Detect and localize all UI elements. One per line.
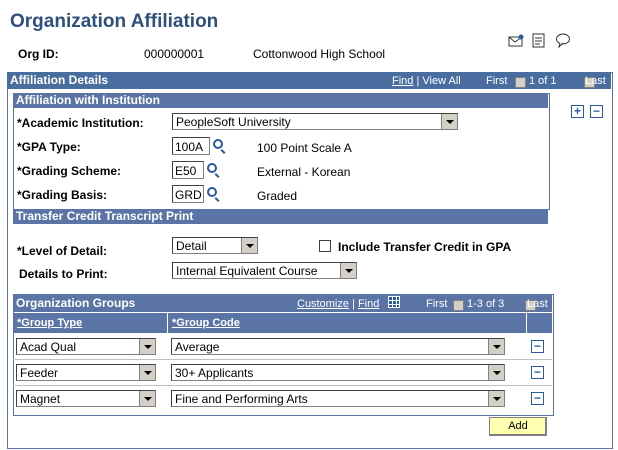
- grid-view-icon[interactable]: [388, 296, 400, 308]
- group-code-select[interactable]: Average: [171, 338, 505, 355]
- column-divider: [526, 313, 527, 333]
- level-of-detail-value: Detail: [176, 239, 207, 253]
- groups-column-header-row: [13, 313, 552, 333]
- gpa-type-input[interactable]: 100A: [172, 137, 210, 155]
- customize-link[interactable]: Customize: [297, 298, 349, 310]
- grading-scheme-input[interactable]: E50: [172, 161, 204, 179]
- comment-icon[interactable]: [555, 33, 571, 49]
- grading-scheme-desc: External - Korean: [257, 165, 351, 179]
- gpa-type-desc: 100 Point Scale A: [257, 141, 352, 155]
- details-to-print-value: Internal Equivalent Course: [176, 264, 318, 278]
- nav-range: 1 of 1: [529, 75, 557, 87]
- col-group-type[interactable]: *Group Type: [17, 317, 83, 329]
- prev-arrow-icon[interactable]: [453, 300, 464, 312]
- details-to-print-select[interactable]: Internal Equivalent Course: [172, 262, 357, 279]
- groups-nav-range: 1-3 of 3: [467, 298, 505, 310]
- nav-separator: |: [416, 75, 420, 87]
- chevron-down-icon[interactable]: [241, 238, 257, 253]
- institution-header: Affiliation with Institution: [13, 93, 548, 108]
- view-all-link[interactable]: View All: [422, 75, 461, 87]
- org-id-label: Org ID:: [18, 47, 59, 61]
- worklist-icon[interactable]: [532, 33, 546, 48]
- academic-institution-select[interactable]: PeopleSoft University: [172, 113, 458, 130]
- group-type-select[interactable]: Acad Qual: [16, 338, 156, 355]
- group-code-value: 30+ Applicants: [175, 366, 254, 380]
- table-row: [13, 333, 552, 360]
- details-to-print-label: Details to Print:: [19, 267, 108, 281]
- search-icon[interactable]: [207, 187, 217, 197]
- nav-first[interactable]: First: [486, 75, 508, 87]
- academic-institution-value: PeopleSoft University: [176, 115, 291, 129]
- group-code-value: Fine and Performing Arts: [175, 392, 308, 406]
- group-type-value: Magnet: [20, 392, 61, 406]
- include-transfer-label: Include Transfer Credit in GPA: [338, 240, 512, 254]
- remove-row-icon[interactable]: −: [590, 105, 603, 118]
- find-link[interactable]: Find: [392, 75, 414, 87]
- grading-basis-desc: Graded: [257, 189, 298, 203]
- next-arrow-icon[interactable]: [525, 300, 537, 312]
- delete-row-icon[interactable]: −: [531, 366, 544, 379]
- affiliation-details-header: Affiliation Details Find | View All Firs…: [7, 72, 611, 89]
- chevron-down-icon[interactable]: [139, 391, 155, 406]
- gpa-type-label: *GPA Type:: [17, 140, 81, 154]
- level-of-detail-label: *Level of Detail:: [17, 244, 108, 258]
- org-name: Cottonwood High School: [253, 47, 386, 61]
- chevron-down-icon[interactable]: [340, 263, 356, 278]
- institution-panel: [13, 93, 550, 210]
- level-of-detail-select[interactable]: Detail: [172, 237, 258, 254]
- search-icon[interactable]: [207, 163, 217, 173]
- notify-icon[interactable]: [508, 34, 524, 48]
- chevron-down-icon[interactable]: [488, 339, 504, 354]
- chevron-down-icon[interactable]: [488, 391, 504, 406]
- find-link[interactable]: Find: [357, 298, 380, 310]
- academic-institution-label: *Academic Institution:: [17, 116, 144, 130]
- chevron-down-icon[interactable]: [139, 365, 155, 380]
- affiliation-details-title: Affiliation Details: [10, 73, 109, 87]
- transfer-title: Transfer Credit Transcript Print: [16, 209, 194, 223]
- org-groups-title: Organization Groups: [16, 296, 136, 310]
- group-type-select[interactable]: Magnet: [16, 390, 156, 407]
- group-code-value: Average: [175, 340, 220, 354]
- table-row: [13, 360, 552, 386]
- delete-row-icon[interactable]: −: [531, 340, 544, 353]
- group-type-value: Acad Qual: [20, 340, 77, 354]
- grading-scheme-label: *Grading Scheme:: [17, 164, 122, 178]
- institution-title: Affiliation with Institution: [16, 93, 160, 107]
- grading-basis-label: *Grading Basis:: [17, 188, 108, 202]
- group-type-select[interactable]: Feeder: [16, 364, 156, 381]
- groups-nav-first[interactable]: First: [426, 298, 448, 310]
- col-group-code[interactable]: *Group Code: [172, 317, 240, 329]
- include-transfer-checkbox[interactable]: [319, 240, 331, 252]
- transfer-header: Transfer Credit Transcript Print: [13, 209, 548, 224]
- org-groups-header: Organization Groups Customize | Find Fir…: [13, 294, 552, 312]
- nav-last[interactable]: Last: [585, 75, 606, 87]
- delete-row-icon[interactable]: −: [531, 392, 544, 405]
- search-icon[interactable]: [213, 139, 223, 149]
- prev-arrow-icon[interactable]: [515, 77, 526, 89]
- chevron-down-icon[interactable]: [488, 365, 504, 380]
- grading-basis-input[interactable]: GRD: [172, 185, 204, 203]
- group-code-select[interactable]: Fine and Performing Arts: [171, 390, 505, 407]
- nav-separator: |: [352, 298, 355, 310]
- chevron-down-icon[interactable]: [441, 114, 457, 129]
- group-code-select[interactable]: 30+ Applicants: [171, 364, 505, 381]
- groups-nav-last[interactable]: Last: [527, 298, 548, 310]
- add-button[interactable]: Add: [489, 417, 547, 436]
- column-divider: [167, 313, 168, 333]
- chevron-down-icon[interactable]: [139, 339, 155, 354]
- next-arrow-icon[interactable]: [584, 77, 596, 89]
- group-type-value: Feeder: [20, 366, 59, 380]
- page-title: Organization Affiliation: [10, 11, 219, 32]
- add-row-icon[interactable]: +: [571, 105, 584, 118]
- org-id-value: 000000001: [144, 47, 205, 61]
